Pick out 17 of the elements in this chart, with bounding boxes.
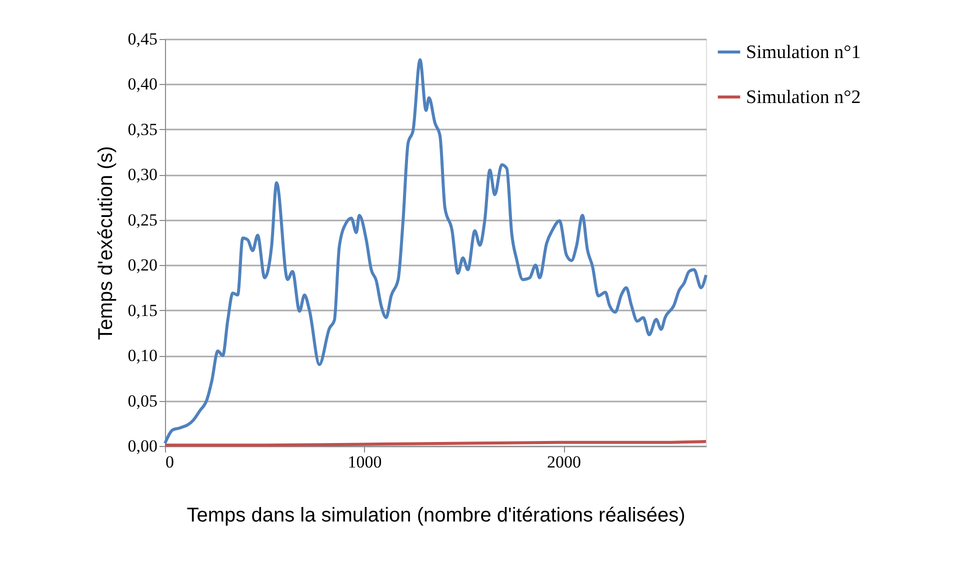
x-tick-label: 2000 bbox=[547, 452, 582, 472]
y-tick-label: 0,15 bbox=[128, 300, 158, 320]
y-tick-label: 0,35 bbox=[128, 120, 158, 139]
legend-label: Simulation n°2 bbox=[746, 87, 861, 108]
x-axis-title: Temps dans la simulation (nombre d'itérations réalisées) bbox=[186, 504, 686, 526]
y-axis-title: Temps d'exécution (s) bbox=[94, 146, 117, 340]
y-tick-label: 0,40 bbox=[128, 74, 158, 94]
y-tick-label: 0,30 bbox=[128, 165, 158, 184]
y-tick-label: 0,25 bbox=[128, 210, 158, 230]
y-tick-label: 0,05 bbox=[128, 391, 158, 410]
y-tick-label: 0,00 bbox=[128, 436, 158, 456]
y-tick-label: 0,10 bbox=[128, 346, 158, 366]
x-tick-label: 0 bbox=[166, 452, 174, 472]
y-tick-label: 0,20 bbox=[128, 256, 158, 275]
y-tick-label: 0,45 bbox=[128, 30, 158, 48]
x-tick-label: 1000 bbox=[348, 452, 382, 472]
legend-label: Simulation n°1 bbox=[746, 42, 861, 63]
